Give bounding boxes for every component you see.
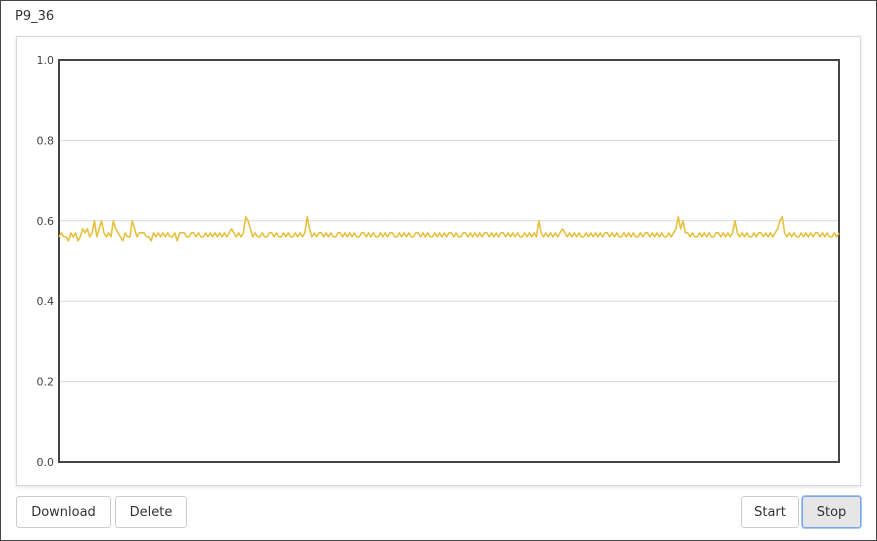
y-tick-label: 1.0 [37, 54, 55, 67]
chart-title: P9_36 [15, 9, 55, 24]
series-line [58, 215, 840, 242]
y-tick-label: 0.0 [37, 456, 55, 469]
line-chart: 0.0 0.2 0.4 0.6 0.8 1.0 [37, 54, 840, 469]
stop-button[interactable]: Stop [802, 496, 861, 528]
download-button[interactable]: Download [16, 496, 111, 528]
start-button[interactable]: Start [741, 496, 799, 528]
plot-area-border [58, 59, 840, 463]
grid-lines [59, 59, 839, 463]
y-tick-label: 0.8 [37, 134, 55, 147]
y-axis-ticks: 0.0 0.2 0.4 0.6 0.8 1.0 [37, 54, 55, 469]
chart-panel: 0.0 0.2 0.4 0.6 0.8 1.0 [16, 36, 861, 486]
y-tick-label: 0.2 [37, 376, 55, 389]
series-layer [58, 215, 840, 242]
y-tick-label: 0.6 [37, 215, 55, 228]
y-tick-label: 0.4 [37, 295, 55, 308]
delete-button[interactable]: Delete [115, 496, 187, 528]
